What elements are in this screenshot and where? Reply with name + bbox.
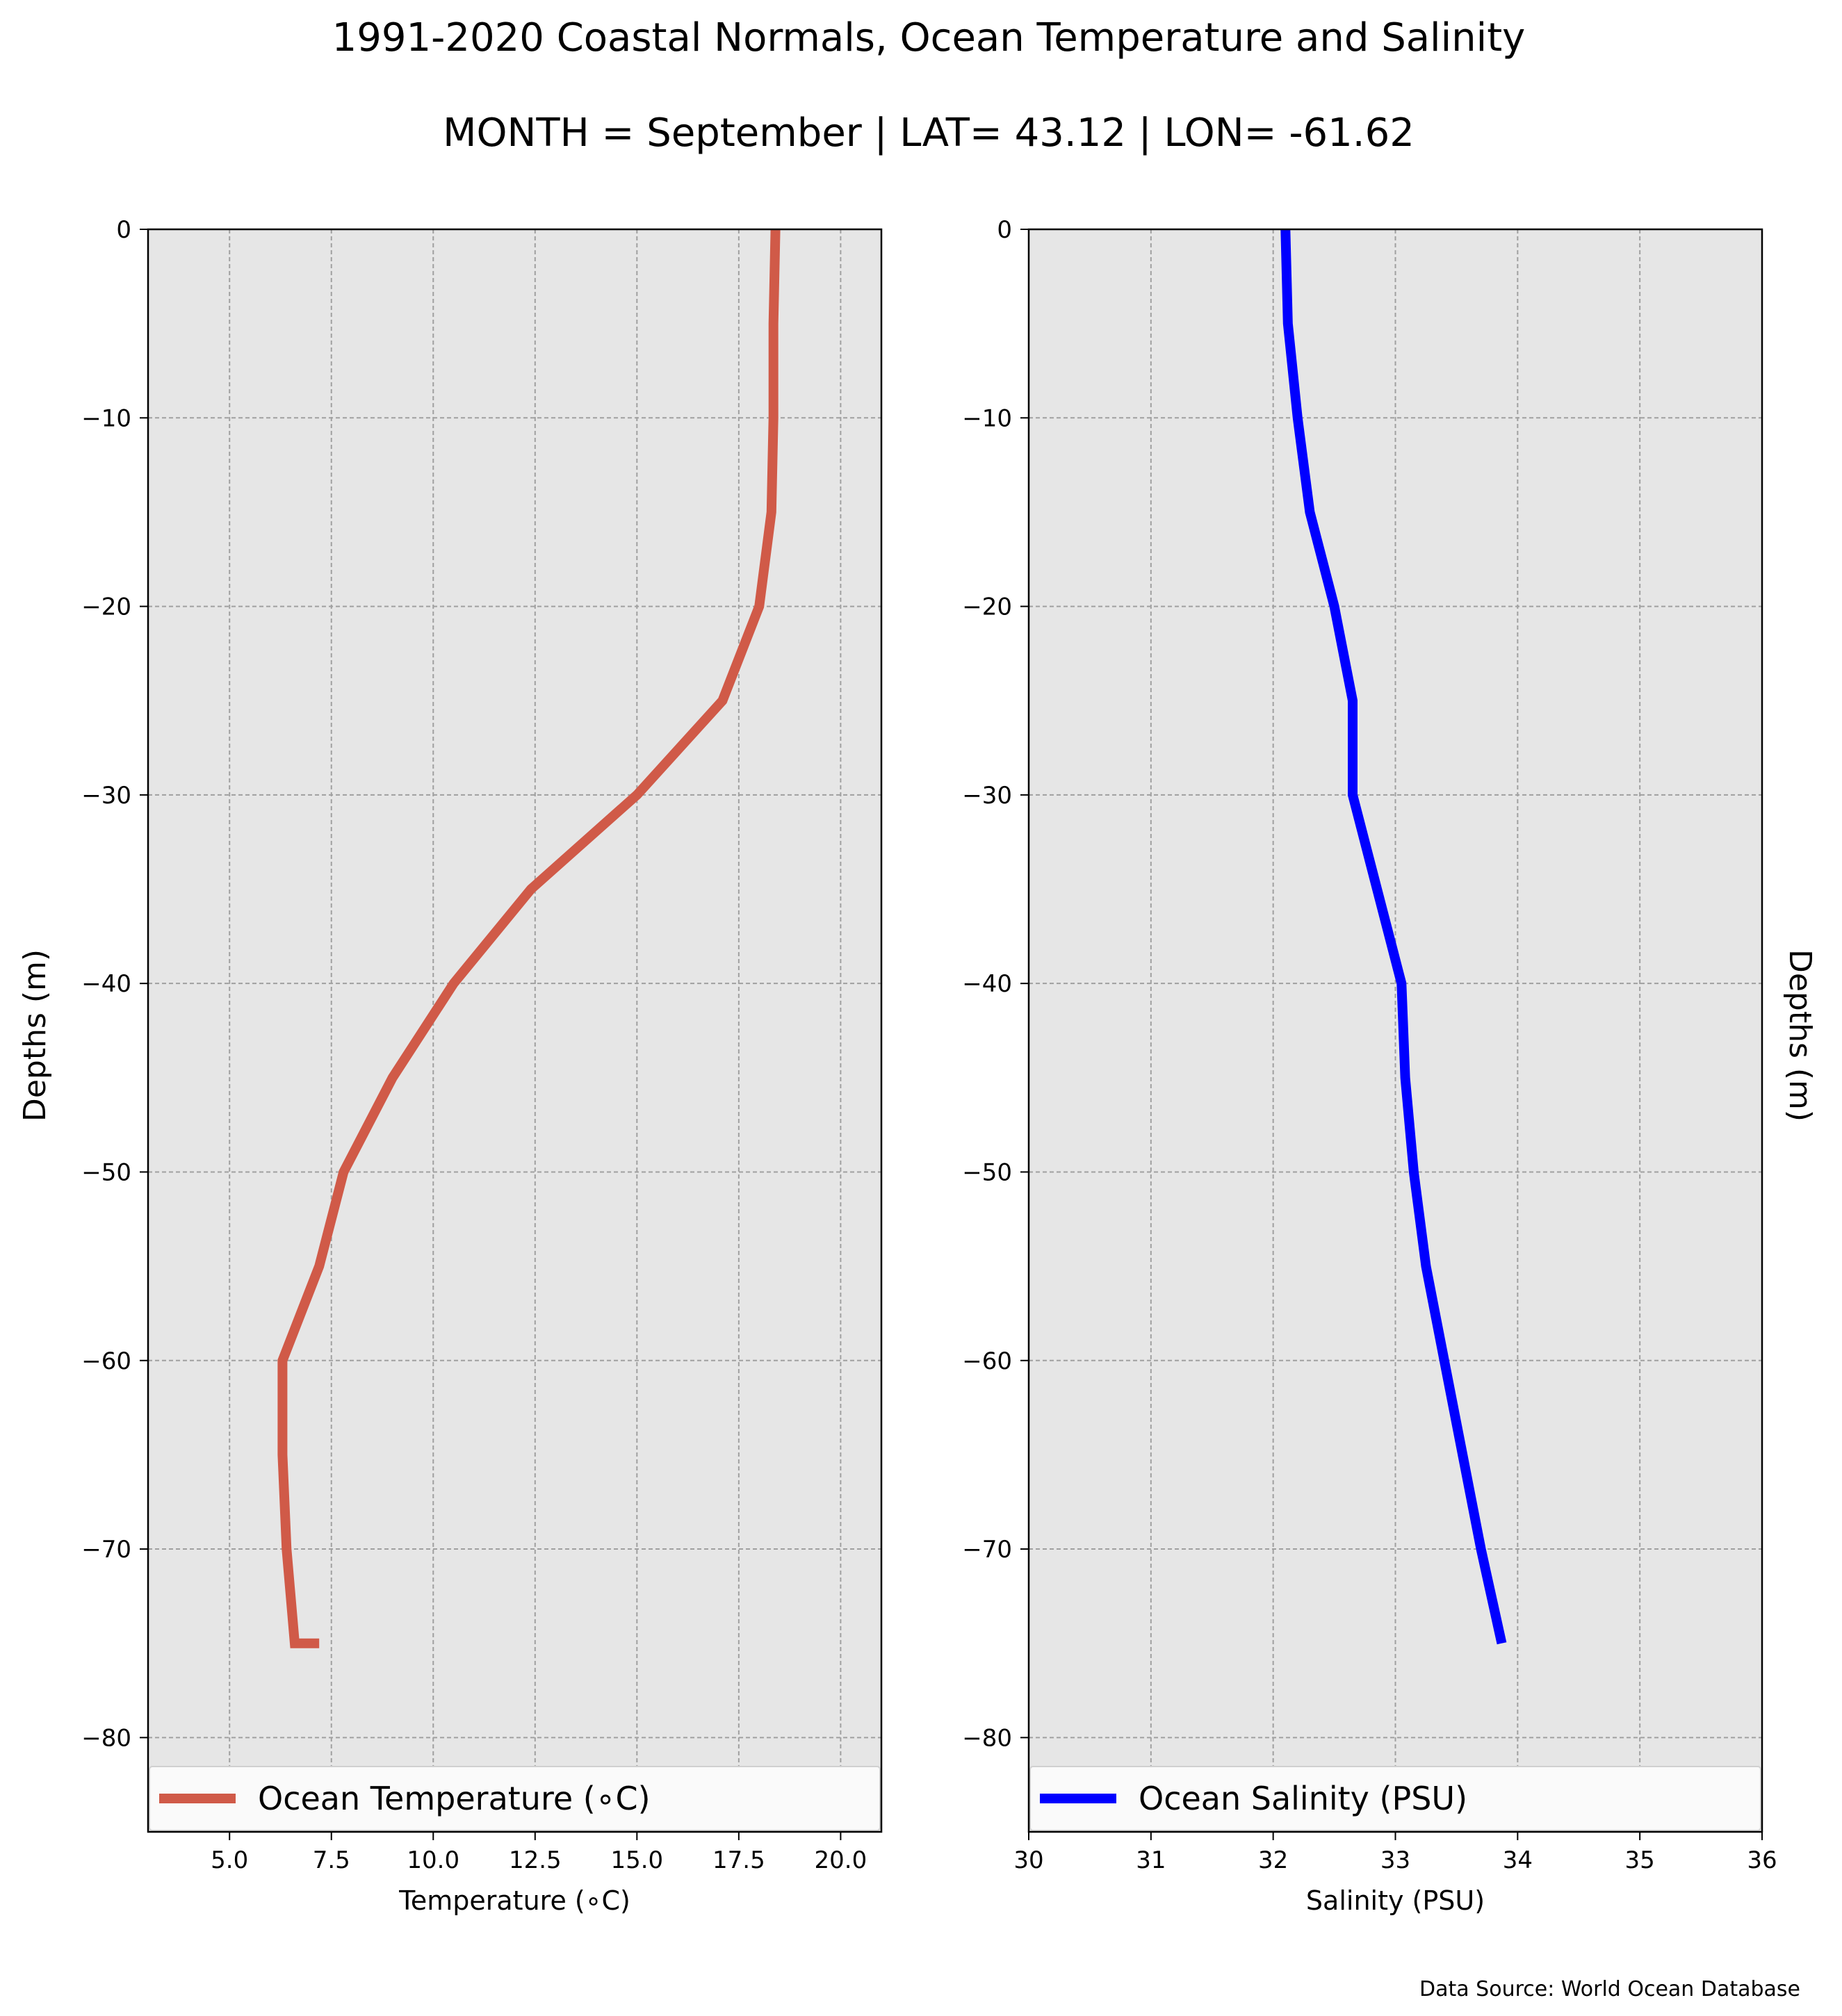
y-tick-label: −50 <box>962 1158 1012 1186</box>
x-tick-label: 36 <box>1747 1846 1777 1874</box>
x-tick-label: 20.0 <box>815 1846 867 1874</box>
y-tick-label: −30 <box>962 782 1012 810</box>
figure-title: 1991-2020 Coastal Normals, Ocean Tempera… <box>332 15 1526 60</box>
x-tick-label: 32 <box>1258 1846 1288 1874</box>
x-tick-label: 17.5 <box>712 1846 765 1874</box>
y-tick-label: −40 <box>81 970 131 998</box>
x-tick-label: 5.0 <box>211 1846 248 1874</box>
y-tick-label: −60 <box>962 1347 1012 1375</box>
x-tick-label: 7.5 <box>313 1846 350 1874</box>
left-y-axis-label: Depths (m) <box>17 949 53 1122</box>
y-tick-label: 0 <box>997 216 1012 244</box>
x-axis-label: Temperature (∘C) <box>398 1885 630 1916</box>
y-tick-label: 0 <box>116 216 131 244</box>
y-tick-label: −70 <box>81 1536 131 1564</box>
y-tick-label: −80 <box>962 1724 1012 1752</box>
y-tick-label: −50 <box>81 1158 131 1186</box>
legend-box <box>1029 1766 1761 1831</box>
axes-frame <box>147 228 883 1833</box>
y-tick-label: −20 <box>962 593 1012 621</box>
x-axis-label: Salinity (PSU) <box>1306 1885 1485 1916</box>
x-tick-label: 12.5 <box>509 1846 562 1874</box>
y-tick-label: −20 <box>81 593 131 621</box>
temperature-legend: Ocean Temperature (∘C) <box>149 1766 881 1831</box>
y-tick-label: −70 <box>962 1536 1012 1564</box>
legend-box <box>149 1766 881 1831</box>
temperature-series-line <box>277 229 781 1648</box>
legend-label: Ocean Salinity (PSU) <box>1139 1780 1467 1817</box>
plot-area <box>148 229 881 1832</box>
x-tick-label: 30 <box>1013 1846 1043 1874</box>
right-y-axis-label: Depths (m) <box>1782 949 1818 1122</box>
x-tick-label: 10.0 <box>407 1846 459 1874</box>
y-tick-label: −80 <box>81 1724 131 1752</box>
x-tick-label: 31 <box>1136 1846 1166 1874</box>
y-tick-label: −10 <box>962 404 1012 432</box>
y-tick-label: −10 <box>81 404 131 432</box>
figure-subtitle: MONTH = September | LAT= 43.12 | LON= -6… <box>443 110 1415 156</box>
salinity-series-line <box>1280 229 1507 1645</box>
legend-label: Ocean Temperature (∘C) <box>258 1780 651 1817</box>
salinity-legend: Ocean Salinity (PSU) <box>1029 1766 1761 1831</box>
x-tick-label: 15.0 <box>610 1846 663 1874</box>
x-tick-label: 34 <box>1503 1846 1533 1874</box>
temperature-panel: Ocean Temperature (∘C) 5.0 7.5 10.0 12.5 15.0… <box>81 216 883 1916</box>
y-tick-label: −60 <box>81 1347 131 1375</box>
y-tick-label: −30 <box>81 782 131 810</box>
salinity-panel: Ocean Salinity (PSU) 30 31 32 33 34 35 36 0 −10 −2… <box>962 216 1777 1916</box>
x-tick-label: 33 <box>1380 1846 1410 1874</box>
data-source-note: Data Source: World Ocean Database <box>1419 1977 1800 2001</box>
x-tick-label: 35 <box>1625 1846 1655 1874</box>
y-tick-label: −40 <box>962 970 1012 998</box>
